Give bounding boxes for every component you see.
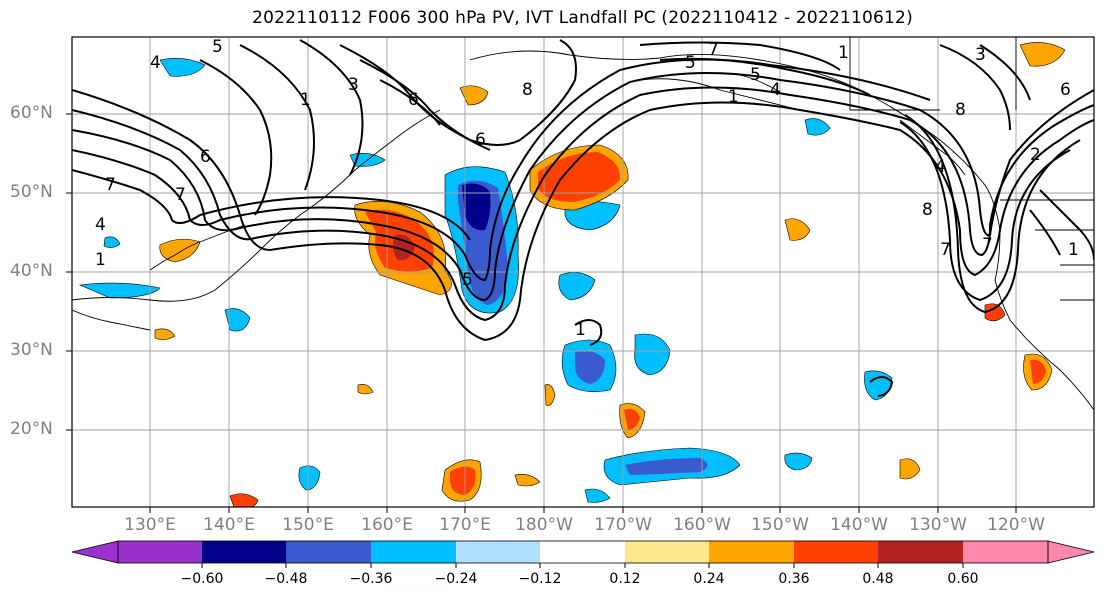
colorbar-tick-label: −0.12 [518, 571, 562, 587]
lon-label: 130°E [124, 515, 176, 535]
lon-label: 120°W [987, 515, 1045, 535]
colorbar-tick-label: −0.24 [434, 571, 478, 587]
colorbar-tick-label: −0.60 [180, 571, 224, 587]
lon-label: 170°E [439, 515, 491, 535]
lon-label: 180°W [515, 515, 573, 535]
colorbar-bin [286, 541, 371, 563]
colorbar-bin [118, 541, 202, 563]
contour-label: 1 [728, 87, 739, 107]
contour-label: 8 [522, 80, 533, 100]
contour-label: 6 [200, 147, 211, 167]
contour-label: 7 [175, 185, 186, 205]
contour-label: 6 [475, 130, 486, 150]
lon-label: 160°E [361, 515, 413, 535]
contour-label: 7 [708, 40, 719, 60]
contour-label: 7 [982, 235, 993, 255]
lon-label: 140°E [203, 515, 255, 535]
colorbar-outline [117, 540, 1049, 564]
colorbar-bin [794, 541, 878, 563]
contour-labels: 1 3 6 5 7 6 8 5 4 1 7 5 4 1 8 7 4 1 5 6 … [95, 37, 1079, 340]
contour-label: 5 [212, 37, 223, 57]
contour-label: 4 [95, 215, 106, 235]
contour-label: 7 [105, 175, 116, 195]
contour-label: 3 [348, 75, 359, 95]
contour-label: 4 [770, 80, 781, 100]
contour-label: 1 [575, 320, 586, 340]
contour-label: 1 [300, 90, 311, 110]
colorbar-tick-label: −0.48 [264, 571, 308, 587]
colorbar-tick-label: 0.36 [778, 571, 810, 587]
lat-label: 60°N [10, 103, 53, 123]
colorbar-bin [540, 541, 625, 563]
map-title: 2022110112 F006 300 hPa PV, IVT Landfall… [252, 8, 913, 28]
contour-label: 4 [150, 53, 161, 73]
colorbar-extend-low [71, 540, 119, 564]
contour-label: 4 [935, 157, 946, 177]
contour-label: 6 [408, 90, 419, 110]
colorbar-tick-label: 0.48 [862, 571, 894, 587]
contour-label: 5 [462, 270, 473, 290]
colorbar-tick-label: 0.12 [609, 571, 641, 587]
lon-label: 140°W [830, 515, 888, 535]
lat-label: 50°N [10, 182, 53, 202]
contour-label: 5 [750, 65, 761, 85]
lon-label: 130°W [909, 515, 967, 535]
contour-label: 3 [975, 45, 986, 65]
contour-label: 1 [1068, 240, 1079, 260]
contour-label: 8 [922, 200, 933, 220]
lon-label: 150°E [282, 515, 334, 535]
lat-label: 20°N [10, 419, 53, 439]
colorbar-extend-high [1047, 540, 1095, 564]
colorbar-tick-label: 0.24 [693, 571, 725, 587]
colorbar-bin [878, 541, 963, 563]
contour-label: 6 [1060, 80, 1071, 100]
contour-label: 5 [685, 53, 696, 73]
colorbar-bin [963, 541, 1048, 563]
colorbar-bin [456, 541, 540, 563]
lon-label: 160°W [673, 515, 731, 535]
colorbar-tick-label: 0.60 [947, 571, 979, 587]
lat-label: 30°N [10, 340, 53, 360]
pv-contours [72, 39, 1094, 397]
lon-label: 150°W [751, 515, 809, 535]
axis-ticks [66, 113, 1017, 513]
colorbar-bin [371, 541, 456, 563]
contour-label: 2 [1030, 145, 1041, 165]
contour-label: 8 [955, 100, 966, 120]
contour-label: 1 [95, 250, 106, 270]
lon-label: 170°W [594, 515, 652, 535]
contour-label: 7 [940, 240, 951, 260]
lat-label: 40°N [10, 261, 53, 281]
colorbar-tick-label: −0.36 [349, 571, 393, 587]
contour-label: 1 [838, 43, 849, 63]
graticule [72, 37, 1094, 507]
colorbar-bin [625, 541, 709, 563]
colorbar-bin [202, 541, 286, 563]
colorbar-bin [709, 541, 794, 563]
colorbar [71, 540, 1095, 568]
